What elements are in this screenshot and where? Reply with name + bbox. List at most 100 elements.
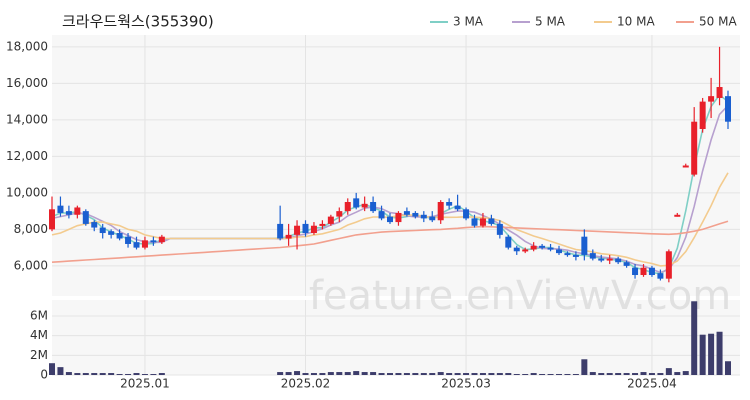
candle-body — [150, 240, 157, 243]
volume-bar — [108, 373, 115, 375]
price-panel — [52, 35, 740, 296]
volume-bar — [547, 374, 554, 375]
candle-body — [471, 218, 478, 226]
candle-body — [158, 236, 165, 243]
volume-bar — [302, 373, 309, 375]
volume-bar — [716, 331, 723, 375]
candle-body — [606, 258, 613, 261]
candle-body — [725, 96, 731, 122]
candle-body — [49, 209, 55, 230]
volume-bar — [564, 374, 571, 375]
volume-bar — [403, 373, 410, 375]
ma-line — [51, 220, 729, 263]
candle-body — [708, 96, 715, 102]
volume-bar — [437, 372, 444, 375]
candle-body — [446, 202, 453, 206]
candle-body — [99, 227, 106, 234]
volume-bar — [446, 373, 453, 375]
candle-body — [615, 258, 622, 263]
volume-bar — [99, 373, 106, 375]
candle-body — [141, 240, 148, 248]
volume-bar — [150, 374, 157, 375]
candle-body — [488, 218, 495, 224]
volume-bar — [699, 334, 706, 375]
candle-body — [378, 211, 385, 219]
candle-body — [530, 245, 537, 250]
y-tick-label: 0 — [40, 368, 48, 382]
candle-body — [336, 211, 343, 217]
y-tick-label: 12,000 — [6, 149, 48, 163]
candle-body — [623, 262, 630, 266]
candle-body — [294, 225, 301, 235]
volume-bar — [708, 333, 715, 375]
volume-bar — [539, 374, 546, 375]
candle-body — [598, 258, 605, 261]
volume-bar — [344, 372, 351, 375]
candle-body — [302, 223, 309, 234]
volume-bar — [395, 373, 402, 375]
volume-bar — [691, 301, 698, 375]
candle-body — [277, 223, 284, 239]
candle-body — [479, 218, 486, 226]
volume-bar — [530, 373, 537, 375]
volume-bar — [606, 373, 613, 375]
volume-bar — [589, 372, 596, 375]
y-tick-label: 6M — [30, 309, 48, 323]
volume-bar — [82, 373, 89, 375]
x-tick-label: 2025.04 — [627, 377, 677, 391]
volume-bar — [454, 373, 461, 375]
volume-bar — [387, 373, 393, 375]
candle-body — [648, 267, 655, 276]
volume-bar — [632, 373, 639, 375]
candle-body — [91, 222, 98, 228]
volume-bar — [319, 373, 326, 375]
candle-body — [361, 203, 368, 208]
volume-bar — [640, 372, 647, 375]
volume-bar — [665, 368, 672, 375]
candle-body — [395, 212, 402, 223]
x-tick-label: 2025.03 — [441, 377, 491, 391]
candle-body — [699, 101, 706, 129]
y-tick-label: 2M — [30, 348, 48, 362]
volume-bar — [310, 373, 317, 375]
candle-body — [513, 247, 520, 252]
legend-label: 5 MA — [535, 15, 566, 29]
candle-body — [125, 236, 132, 244]
y-tick-label: 18,000 — [6, 39, 48, 53]
volume-bar — [336, 372, 343, 375]
candle-body — [463, 209, 470, 219]
candle-body — [133, 242, 140, 248]
volume-bar — [361, 372, 368, 375]
legend-label: 3 MA — [453, 15, 484, 29]
y-tick-label: 10,000 — [6, 185, 48, 199]
candle-body — [564, 253, 571, 256]
volume-bar — [125, 374, 132, 375]
candle-body — [496, 223, 503, 235]
volume-bar — [294, 371, 301, 375]
candle-body — [327, 216, 334, 224]
candle-body — [420, 214, 427, 219]
candle-body — [429, 216, 436, 221]
volume-bar — [378, 373, 385, 375]
volume-bar — [353, 371, 360, 375]
candle-body — [57, 205, 64, 213]
volume-bar — [513, 374, 520, 375]
volume-bar — [556, 374, 562, 375]
candle-body — [589, 253, 596, 259]
candle-body — [547, 247, 554, 250]
candle-body — [387, 216, 393, 223]
candle-body — [539, 245, 546, 248]
candle-body — [108, 231, 115, 235]
volume-bar — [623, 373, 630, 375]
candle-body — [454, 205, 461, 210]
volume-bar — [141, 374, 148, 375]
volume-bar — [648, 373, 655, 375]
candle-body — [632, 267, 639, 276]
volume-bar — [598, 373, 605, 375]
x-tick-label: 2025.01 — [120, 377, 170, 391]
candle-body — [556, 249, 562, 254]
candle-body — [370, 202, 377, 212]
volume-bar — [522, 374, 529, 375]
volume-bar — [49, 363, 55, 375]
volume-bar — [463, 373, 470, 375]
